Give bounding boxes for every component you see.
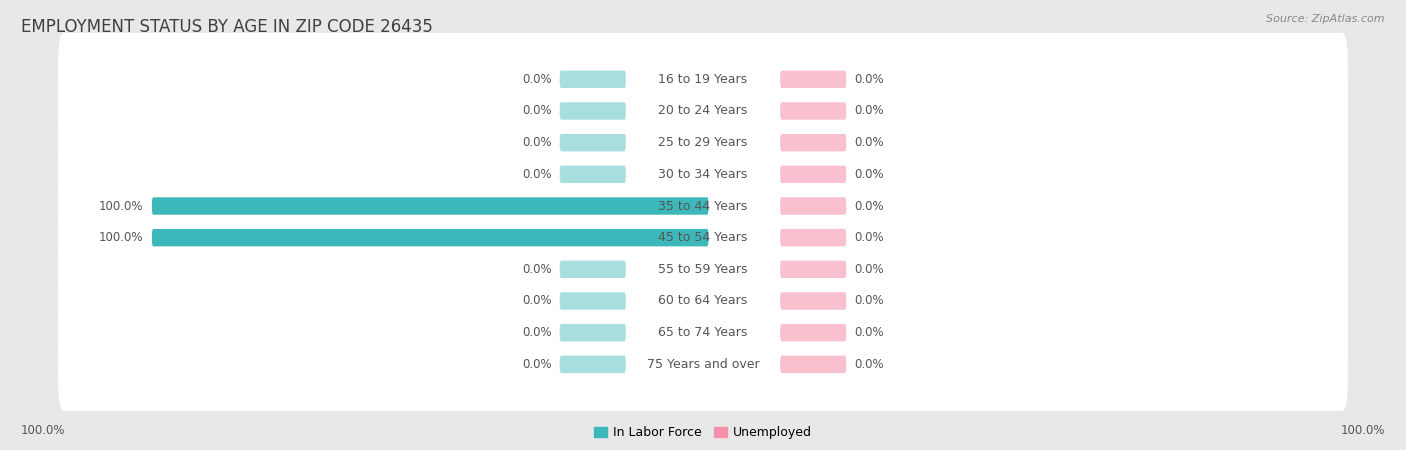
Legend: In Labor Force, Unemployed: In Labor Force, Unemployed [589, 422, 817, 445]
Text: 35 to 44 Years: 35 to 44 Years [658, 199, 748, 212]
FancyBboxPatch shape [780, 292, 846, 310]
Text: 0.0%: 0.0% [522, 294, 551, 307]
Text: 100.0%: 100.0% [98, 199, 143, 212]
Text: 100.0%: 100.0% [21, 423, 66, 436]
FancyBboxPatch shape [58, 64, 1348, 158]
FancyBboxPatch shape [780, 261, 846, 278]
FancyBboxPatch shape [780, 71, 846, 88]
Text: 100.0%: 100.0% [98, 231, 143, 244]
FancyBboxPatch shape [560, 166, 626, 183]
FancyBboxPatch shape [58, 223, 1348, 316]
FancyBboxPatch shape [780, 356, 846, 373]
FancyBboxPatch shape [560, 356, 626, 373]
Text: 45 to 54 Years: 45 to 54 Years [658, 231, 748, 244]
Text: 0.0%: 0.0% [855, 326, 884, 339]
Text: 0.0%: 0.0% [855, 294, 884, 307]
Text: 0.0%: 0.0% [855, 231, 884, 244]
Text: 0.0%: 0.0% [522, 73, 551, 86]
Text: 0.0%: 0.0% [855, 358, 884, 371]
Text: 30 to 34 Years: 30 to 34 Years [658, 168, 748, 181]
FancyBboxPatch shape [58, 159, 1348, 252]
Text: 0.0%: 0.0% [522, 136, 551, 149]
Text: 100.0%: 100.0% [1340, 423, 1385, 436]
Text: 0.0%: 0.0% [522, 326, 551, 339]
FancyBboxPatch shape [58, 33, 1348, 126]
Text: 0.0%: 0.0% [855, 73, 884, 86]
FancyBboxPatch shape [560, 324, 626, 342]
Text: 0.0%: 0.0% [855, 263, 884, 276]
FancyBboxPatch shape [560, 134, 626, 151]
Text: 0.0%: 0.0% [855, 136, 884, 149]
FancyBboxPatch shape [560, 261, 626, 278]
Text: 55 to 59 Years: 55 to 59 Years [658, 263, 748, 276]
FancyBboxPatch shape [780, 229, 846, 247]
FancyBboxPatch shape [58, 191, 1348, 284]
Text: 25 to 29 Years: 25 to 29 Years [658, 136, 748, 149]
Text: 0.0%: 0.0% [855, 199, 884, 212]
Text: EMPLOYMENT STATUS BY AGE IN ZIP CODE 26435: EMPLOYMENT STATUS BY AGE IN ZIP CODE 264… [21, 18, 433, 36]
FancyBboxPatch shape [780, 102, 846, 120]
Text: 0.0%: 0.0% [522, 104, 551, 117]
FancyBboxPatch shape [58, 318, 1348, 411]
FancyBboxPatch shape [152, 197, 709, 215]
FancyBboxPatch shape [560, 292, 626, 310]
Text: 60 to 64 Years: 60 to 64 Years [658, 294, 748, 307]
FancyBboxPatch shape [560, 102, 626, 120]
Text: 0.0%: 0.0% [855, 104, 884, 117]
Text: 0.0%: 0.0% [522, 263, 551, 276]
FancyBboxPatch shape [58, 128, 1348, 221]
Text: 0.0%: 0.0% [522, 168, 551, 181]
Text: 75 Years and over: 75 Years and over [647, 358, 759, 371]
Text: 16 to 19 Years: 16 to 19 Years [658, 73, 748, 86]
FancyBboxPatch shape [58, 286, 1348, 379]
Text: 0.0%: 0.0% [855, 168, 884, 181]
FancyBboxPatch shape [780, 324, 846, 342]
FancyBboxPatch shape [780, 166, 846, 183]
FancyBboxPatch shape [152, 229, 709, 247]
FancyBboxPatch shape [560, 71, 626, 88]
FancyBboxPatch shape [58, 96, 1348, 189]
FancyBboxPatch shape [780, 134, 846, 151]
FancyBboxPatch shape [780, 197, 846, 215]
Text: 65 to 74 Years: 65 to 74 Years [658, 326, 748, 339]
Text: Source: ZipAtlas.com: Source: ZipAtlas.com [1267, 14, 1385, 23]
Text: 20 to 24 Years: 20 to 24 Years [658, 104, 748, 117]
FancyBboxPatch shape [58, 254, 1348, 347]
Text: 0.0%: 0.0% [522, 358, 551, 371]
